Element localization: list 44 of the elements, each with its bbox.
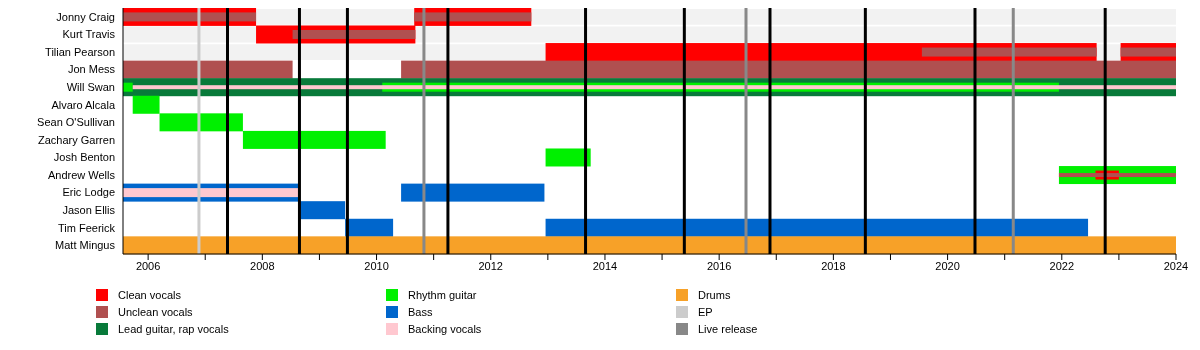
y-tick-label: Matt Mingus xyxy=(55,239,116,252)
y-tick-label: Jon Mess xyxy=(67,63,116,76)
y-tick-label: Jason Ellis xyxy=(62,203,116,216)
bar xyxy=(292,29,416,39)
legend-label: EP xyxy=(698,305,713,318)
x-tick-label: 2018 xyxy=(821,259,846,272)
x-tick-label: 2010 xyxy=(364,259,389,272)
y-tick-label: Jonny Craig xyxy=(56,10,115,23)
y-tick-label: Alvaro Alcala xyxy=(51,98,116,111)
y-tick-label: Sean O'Sullivan xyxy=(37,116,115,129)
y-tick-label: Kurt Travis xyxy=(62,28,116,41)
bar xyxy=(1120,47,1176,57)
x-tick-label: 2008 xyxy=(250,259,275,272)
bar xyxy=(921,47,1097,57)
x-tick-label: 2014 xyxy=(592,259,618,272)
legend-label: Live release xyxy=(698,322,758,335)
bar xyxy=(414,12,532,22)
x-tick-label: 2006 xyxy=(135,259,161,272)
bar xyxy=(545,148,591,167)
legend-label: Lead guitar, rap vocals xyxy=(118,322,229,335)
x-tick-label: 2020 xyxy=(935,259,960,272)
y-tick-label: Josh Benton xyxy=(53,151,115,164)
y-tick-label: Zachary Garren xyxy=(37,133,115,146)
y-tick-label: Andrew Wells xyxy=(47,168,116,181)
x-tick-label: 2016 xyxy=(706,259,732,272)
y-tick-label: Tim Feerick xyxy=(57,221,116,234)
bar xyxy=(401,183,545,202)
legend-label: Unclean vocals xyxy=(118,305,193,318)
bar xyxy=(123,12,257,22)
bar xyxy=(242,130,386,149)
legend-label: Backing vocals xyxy=(408,322,482,335)
bar xyxy=(1058,173,1176,178)
bar xyxy=(298,201,346,220)
legend-label: Rhythm guitar xyxy=(408,288,477,301)
x-tick-label: 2024 xyxy=(1163,259,1189,272)
y-tick-label: Tilian Pearson xyxy=(45,45,115,58)
legend-label: Drums xyxy=(698,288,731,301)
x-tick-label: 2012 xyxy=(478,259,503,272)
legend-label: Clean vocals xyxy=(118,288,181,301)
y-tick-label: Eric Lodge xyxy=(62,186,115,199)
y-tick-label: Will Swan xyxy=(66,80,115,93)
bar xyxy=(545,218,1089,237)
x-tick-label: 2022 xyxy=(1049,259,1075,272)
legend-label: Bass xyxy=(408,305,433,318)
